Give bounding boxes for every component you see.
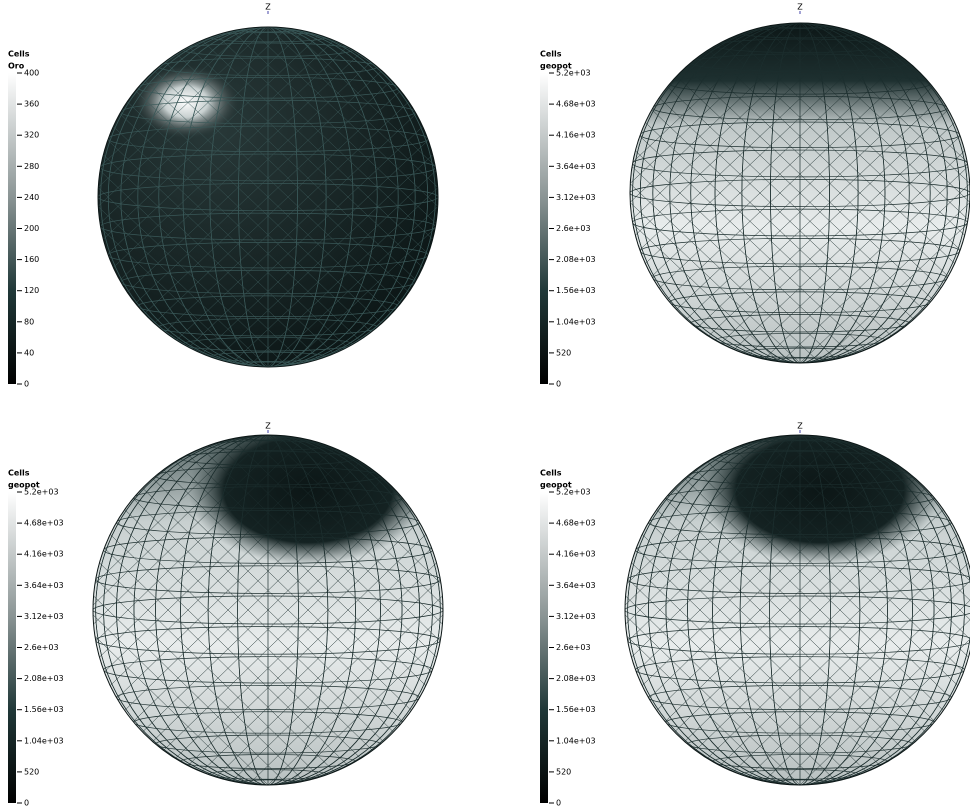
tick-label: 120 bbox=[24, 286, 39, 295]
panel: ZCellsgeopot5.2e+034.68e+034.16e+033.64e… bbox=[420, 3, 970, 389]
tick-label: 80 bbox=[24, 317, 34, 326]
tick-label: 1.56e+03 bbox=[24, 705, 64, 714]
tick-label: 240 bbox=[24, 193, 39, 202]
tick-label: 4.68e+03 bbox=[556, 519, 596, 528]
tick-label: 5.2e+03 bbox=[556, 69, 591, 78]
tick-label: 1.56e+03 bbox=[556, 286, 596, 295]
tick-label: 1.56e+03 bbox=[556, 705, 596, 714]
tick-label: 4.16e+03 bbox=[24, 550, 64, 559]
tick-label: 4.16e+03 bbox=[556, 131, 596, 140]
legend-title: Cells bbox=[540, 469, 562, 478]
colorbar bbox=[8, 73, 16, 384]
tick-label: 4.68e+03 bbox=[556, 100, 596, 109]
tick-label: 0 bbox=[24, 799, 29, 808]
tick-label: 3.64e+03 bbox=[556, 162, 596, 171]
tick-label: 2.6e+03 bbox=[556, 224, 591, 233]
tick-label: 160 bbox=[24, 255, 39, 264]
tick-label: 2.6e+03 bbox=[556, 643, 591, 652]
tick-label: 0 bbox=[556, 380, 561, 389]
colorbar bbox=[540, 492, 548, 803]
tick-label: 200 bbox=[24, 224, 39, 233]
axis-label: Z bbox=[265, 422, 271, 431]
tick-label: 2.08e+03 bbox=[556, 674, 596, 683]
tick-label: 3.64e+03 bbox=[556, 581, 596, 590]
tick-label: 4.16e+03 bbox=[556, 550, 596, 559]
tick-label: 4.68e+03 bbox=[24, 519, 64, 528]
tick-label: 520 bbox=[556, 348, 571, 357]
tick-label: 400 bbox=[24, 69, 39, 78]
tick-label: 0 bbox=[556, 799, 561, 808]
legend-title: Cells bbox=[8, 50, 30, 59]
tick-label: 2.08e+03 bbox=[24, 674, 64, 683]
tick-label: 1.04e+03 bbox=[556, 317, 596, 326]
legend-variable: Oro bbox=[8, 62, 25, 71]
tick-label: 2.6e+03 bbox=[24, 643, 59, 652]
tick-label: 3.12e+03 bbox=[556, 193, 596, 202]
tick-label: 3.12e+03 bbox=[556, 612, 596, 621]
tick-label: 520 bbox=[556, 767, 571, 776]
axis-label: Z bbox=[265, 3, 271, 12]
tick-label: 2.08e+03 bbox=[556, 255, 596, 264]
tick-label: 5.2e+03 bbox=[24, 488, 59, 497]
visualization: ZCellsOro40036032028024020016012080400ZC… bbox=[0, 0, 970, 811]
tick-label: 3.64e+03 bbox=[24, 581, 64, 590]
colorbar bbox=[8, 492, 16, 803]
tick-label: 1.04e+03 bbox=[24, 736, 64, 745]
tick-label: 360 bbox=[24, 100, 39, 109]
tick-label: 5.2e+03 bbox=[556, 488, 591, 497]
tick-label: 520 bbox=[24, 767, 39, 776]
tick-label: 280 bbox=[24, 162, 39, 171]
tick-label: 1.04e+03 bbox=[556, 736, 596, 745]
tick-label: 320 bbox=[24, 131, 39, 140]
panel: ZCellsgeopot5.2e+034.68e+034.16e+033.64e… bbox=[420, 415, 970, 808]
axis-label: Z bbox=[797, 3, 803, 12]
tick-label: 40 bbox=[24, 348, 34, 357]
tick-label: 0 bbox=[24, 380, 29, 389]
legend-title: Cells bbox=[8, 469, 30, 478]
colorbar bbox=[540, 73, 548, 384]
tick-label: 3.12e+03 bbox=[24, 612, 64, 621]
axis-label: Z bbox=[797, 422, 803, 431]
legend-title: Cells bbox=[540, 50, 562, 59]
sphere bbox=[420, 23, 970, 363]
